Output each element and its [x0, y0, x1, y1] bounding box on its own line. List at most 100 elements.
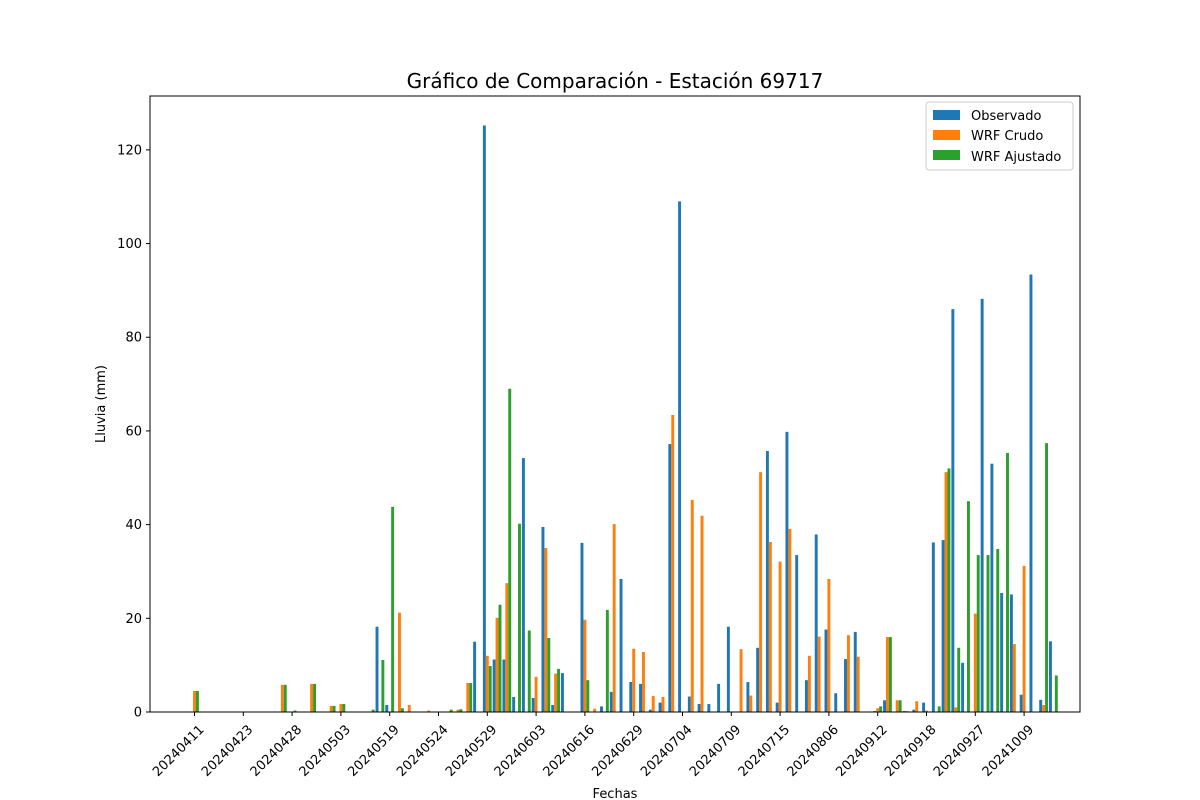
y-axis: 0 20 40 60 80 100 120 — [117, 143, 150, 721]
x-tick-label-20240423: 20240423 — [199, 722, 256, 779]
bar-wrf-crudo-72 — [895, 700, 899, 712]
x-tick-label-20240529: 20240529 — [443, 722, 500, 779]
x-axis-label: Fechas — [593, 787, 638, 800]
bar-observado-31 — [492, 659, 496, 712]
bar-wrf-crudo-37 — [554, 673, 558, 712]
bar-wrf-crudo-75 — [925, 710, 928, 712]
legend-box — [925, 101, 1074, 171]
bar-observado-66 — [834, 693, 838, 712]
bar-observado-61 — [785, 431, 789, 712]
bar-observado-85 — [1019, 694, 1023, 712]
bar-wrf-crudo-41 — [593, 708, 597, 712]
bar-wrf-ajustado-80 — [976, 555, 980, 712]
bar-wrf-crudo-28 — [466, 682, 470, 712]
bar-wrf-crudo-87 — [1042, 704, 1046, 712]
x-tick-label-20240519: 20240519 — [345, 722, 402, 779]
y-axis-label: Lluvia (mm) — [94, 365, 109, 443]
bar-observado-58 — [756, 647, 760, 712]
bar-observado-59 — [765, 451, 769, 712]
bar-observado-20 — [385, 704, 389, 712]
bar-observado-62 — [795, 555, 799, 712]
bar-observado-49 — [668, 444, 672, 712]
bar-wrf-ajustado-81 — [986, 555, 990, 712]
bar-observado-60 — [775, 702, 779, 712]
bar-wrf-ajustado-19 — [381, 660, 385, 712]
bar-wrf-crudo-84 — [1012, 644, 1016, 712]
bar-wrf-ajustado-76 — [937, 706, 941, 712]
y-tick-label-100: 100 — [117, 237, 142, 252]
legend-swatch-wrf-crudo — [933, 130, 960, 140]
bar-wrf-crudo-27 — [456, 709, 460, 712]
bar-wrf-ajustado-21 — [400, 708, 404, 712]
bar-wrf-crudo-22 — [407, 704, 411, 712]
bar-wrf-crudo-35 — [534, 676, 538, 712]
bar-wrf-ajustado-78 — [957, 647, 961, 712]
x-axis: 2024041120240423202404282024050320240519… — [150, 712, 1037, 780]
bar-wrf-ajustado-37 — [557, 668, 561, 712]
bar-wrf-ajustado-82 — [996, 548, 1000, 712]
bar-wrf-crudo-77 — [944, 472, 948, 712]
bar-observado-82 — [990, 463, 994, 712]
bar-observado-46 — [639, 683, 642, 712]
bar-wrf-ajustado-10 — [293, 710, 297, 712]
bar-observado-86 — [1029, 274, 1033, 712]
bar-wrf-ajustado-9 — [283, 684, 287, 712]
bar-observado-67 — [844, 659, 847, 712]
bar-observado-78 — [951, 309, 955, 712]
x-tick-label-20240912: 20240912 — [833, 722, 890, 779]
bar-wrf-crudo-65 — [827, 578, 831, 712]
bar-observado-54 — [717, 683, 721, 712]
bar-observado-71 — [883, 700, 886, 712]
legend-swatch-observado — [933, 110, 960, 120]
bar-wrf-ajustado-88 — [1054, 675, 1058, 712]
bar-wrf-ajustado-42 — [605, 609, 609, 712]
legend-label-observado: Observado — [971, 109, 1042, 124]
bar-wrf-crudo-12 — [310, 683, 314, 712]
bar-observado-53 — [707, 704, 711, 712]
bar-wrf-ajustado-71 — [888, 637, 892, 712]
bar-observado-76 — [931, 542, 935, 712]
bar-wrf-crudo-63 — [807, 655, 811, 712]
bar-wrf-crudo-58 — [759, 472, 763, 712]
bar-wrf-crudo-78 — [954, 707, 958, 712]
bar-wrf-crudo-60 — [778, 561, 782, 712]
bar-observado-57 — [746, 682, 750, 712]
bar-observado-29 — [473, 641, 477, 712]
bar-wrf-crudo-9 — [280, 684, 284, 712]
bar-wrf-crudo-46 — [642, 652, 645, 712]
bar-wrf-ajustado-36 — [547, 637, 551, 712]
bar-observado-74 — [912, 709, 916, 712]
bar-wrf-crudo-85 — [1022, 565, 1026, 712]
bar-observado-47 — [648, 709, 652, 712]
plot-frame — [149, 95, 1081, 713]
bar-wrf-crudo-0 — [193, 690, 196, 712]
bar-observado-88 — [1048, 641, 1052, 712]
bar-wrf-crudo-47 — [651, 696, 655, 712]
x-tick-label-20240616: 20240616 — [541, 722, 598, 779]
bar-observado-36 — [541, 526, 545, 712]
legend-label-wrf-crudo: WRF Crudo — [971, 129, 1043, 144]
bar-wrf-ajustado-40 — [586, 680, 590, 712]
bar-wrf-ajustado-28 — [469, 682, 473, 712]
bar-wrf-ajustado-33 — [518, 523, 521, 712]
bar-wrf-ajustado-87 — [1045, 443, 1049, 712]
bar-observado-55 — [726, 626, 730, 712]
bar-wrf-crudo-52 — [700, 515, 704, 712]
bar-observado-77 — [941, 540, 945, 712]
bar-wrf-crudo-64 — [817, 636, 821, 712]
bar-observado-42 — [600, 706, 603, 712]
bar-wrf-crudo-15 — [339, 704, 343, 712]
bar-observado-75 — [922, 702, 926, 712]
legend-swatch-wrf-ajustado — [933, 150, 960, 160]
bar-wrf-crudo-80 — [973, 613, 977, 712]
x-tick-label-20240503: 20240503 — [297, 722, 354, 779]
y-tick-label-120: 120 — [117, 143, 142, 158]
bar-wrf-crudo-49 — [671, 415, 675, 712]
bar-wrf-crudo-74 — [915, 701, 919, 712]
bar-wrf-crudo-45 — [632, 648, 636, 712]
bar-wrf-ajustado-12 — [313, 683, 317, 712]
bar-observado-38 — [560, 673, 564, 712]
bar-wrf-ajustado-34 — [527, 630, 531, 712]
bar-observado-63 — [804, 680, 808, 712]
